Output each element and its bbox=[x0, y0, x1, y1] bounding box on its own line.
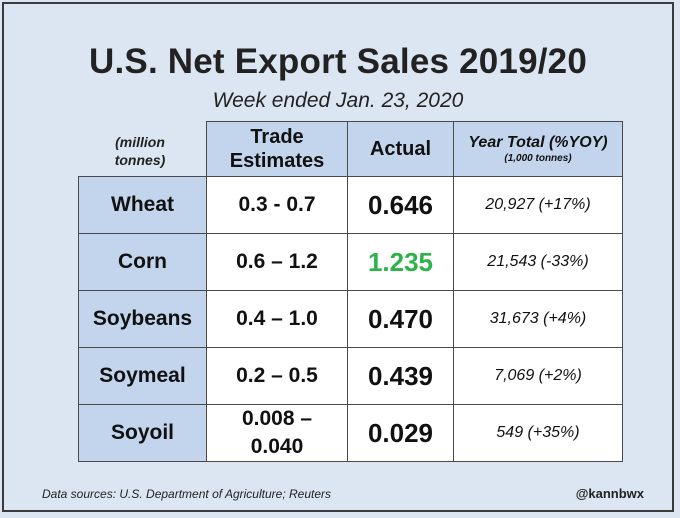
year-total-units: (1,000 tonnes) bbox=[504, 153, 572, 164]
trade-estimate-cell: 0.6 – 1.2 bbox=[206, 233, 348, 291]
actual-value-cell: 0.029 bbox=[347, 404, 454, 462]
year-total-cell: 549 (+35%) bbox=[453, 404, 623, 462]
author-handle: @kannbwx bbox=[575, 486, 644, 501]
table-row: Soyoil 0.008 – 0.040 0.029 549 (+35%) bbox=[78, 404, 623, 462]
actual-value-cell: 0.470 bbox=[347, 290, 454, 348]
commodity-label: Corn bbox=[78, 233, 207, 291]
data-source-note: Data sources: U.S. Department of Agricul… bbox=[42, 487, 332, 501]
units-label: (million tonnes) bbox=[114, 134, 166, 168]
table-row: Soybeans 0.4 – 1.0 0.470 31,673 (+4%) bbox=[78, 290, 623, 348]
column-header-year-total: Year Total (%YOY) (1,000 tonnes) bbox=[453, 121, 623, 177]
year-total-cell: 20,927 (+17%) bbox=[453, 176, 623, 234]
chart-subtitle: Week ended Jan. 23, 2020 bbox=[212, 89, 464, 112]
table-row: Wheat 0.3 - 0.7 0.646 20,927 (+17%) bbox=[78, 176, 623, 234]
column-header-trade-estimates: Trade Estimates bbox=[206, 121, 348, 177]
trade-estimate-cell: 0.2 – 0.5 bbox=[206, 347, 348, 405]
export-sales-table: Trade Estimates Actual Year Total (%YOY)… bbox=[78, 121, 623, 462]
table-row: Corn 0.6 – 1.2 1.235 21,543 (-33%) bbox=[78, 233, 623, 291]
year-total-cell: 7,069 (+2%) bbox=[453, 347, 623, 405]
header-row: Trade Estimates Actual Year Total (%YOY)… bbox=[79, 121, 623, 177]
trade-estimates-label: Trade Estimates bbox=[229, 126, 325, 172]
commodity-label: Soyoil bbox=[78, 404, 207, 462]
actual-value-cell: 0.646 bbox=[347, 176, 454, 234]
year-total-cell: 31,673 (+4%) bbox=[453, 290, 623, 348]
column-header-actual: Actual bbox=[347, 121, 454, 177]
actual-value-cell: 1.235 bbox=[347, 233, 454, 291]
header-blank-cell bbox=[79, 122, 207, 177]
commodity-label: Soymeal bbox=[78, 347, 207, 405]
table-row: Soymeal 0.2 – 0.5 0.439 7,069 (+2%) bbox=[78, 347, 623, 405]
actual-value-cell: 0.439 bbox=[347, 347, 454, 405]
commodity-label: Soybeans bbox=[78, 290, 207, 348]
year-total-cell: 21,543 (-33%) bbox=[453, 233, 623, 291]
trade-estimate-cell: 0.3 - 0.7 bbox=[206, 176, 348, 234]
chart-title: U.S. Net Export Sales 2019/20 bbox=[89, 42, 587, 81]
year-total-label: Year Total (%YOY) bbox=[468, 134, 608, 151]
trade-estimate-cell: 0.4 – 1.0 bbox=[206, 290, 348, 348]
commodity-label: Wheat bbox=[78, 176, 207, 234]
trade-estimate-cell: 0.008 – 0.040 bbox=[206, 404, 348, 462]
